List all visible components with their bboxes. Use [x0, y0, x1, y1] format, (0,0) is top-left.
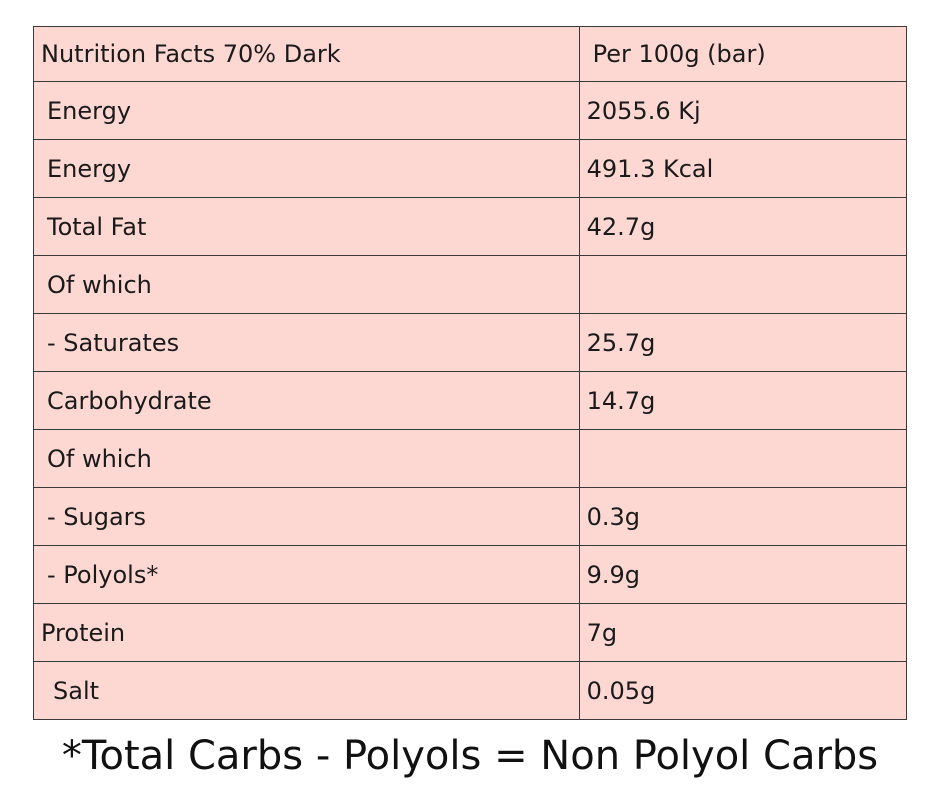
row-value-polyols: 9.9g [578, 545, 908, 604]
row-value-salt: 0.05g [578, 661, 908, 720]
row-value-carbohydrate: 14.7g [578, 371, 908, 430]
row-value-protein: 7g [578, 603, 908, 662]
row-label-salt: Salt [33, 661, 580, 720]
footnote: *Total Carbs - Polyols = Non Polyol Carb… [61, 733, 879, 779]
row-label-protein: Protein [33, 603, 580, 662]
row-label-total-fat: Total Fat [33, 197, 580, 256]
row-value-fat-of-which [578, 255, 908, 314]
table-row: Protein 7g [33, 603, 908, 662]
row-value-total-fat: 42.7g [578, 197, 908, 256]
row-label-sugars: - Sugars [33, 487, 580, 546]
row-value-saturates: 25.7g [578, 313, 908, 372]
row-label-carb-of-which: Of which [33, 429, 580, 488]
header-value: Per 100g (bar) [578, 26, 908, 82]
row-value-energy-kcal: 491.3 Kcal [578, 139, 908, 198]
row-label-polyols: - Polyols* [33, 545, 580, 604]
row-label-saturates: - Saturates [33, 313, 580, 372]
table-row: - Sugars 0.3g [33, 487, 908, 546]
row-label-carbohydrate: Carbohydrate [33, 371, 580, 430]
row-value-energy-kj: 2055.6 Kj [578, 81, 908, 140]
header-label: Nutrition Facts 70% Dark [33, 26, 580, 82]
row-label-fat-of-which: Of which [33, 255, 580, 314]
row-value-sugars: 0.3g [578, 487, 908, 546]
table-row: Salt 0.05g [33, 661, 908, 720]
table-row: Total Fat 42.7g [33, 197, 908, 256]
table-row: - Saturates 25.7g [33, 313, 908, 372]
table-row: Of which [33, 255, 908, 314]
row-value-carb-of-which [578, 429, 908, 488]
table-row: Energy 2055.6 Kj [33, 81, 908, 140]
table-row: Of which [33, 429, 908, 488]
table-row: Carbohydrate 14.7g [33, 371, 908, 430]
table-row: Energy 491.3 Kcal [33, 139, 908, 198]
table-header-row: Nutrition Facts 70% Dark Per 100g (bar) [33, 26, 908, 82]
row-label-energy-kcal: Energy [33, 139, 580, 198]
table-row: - Polyols* 9.9g [33, 545, 908, 604]
nutrition-facts-table: Nutrition Facts 70% Dark Per 100g (bar) … [33, 26, 908, 720]
row-label-energy-kj: Energy [33, 81, 580, 140]
